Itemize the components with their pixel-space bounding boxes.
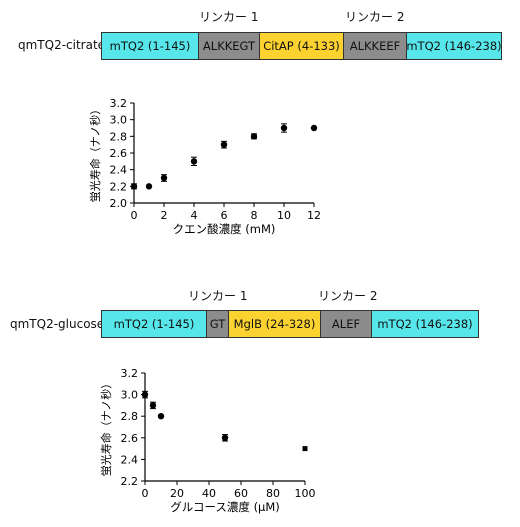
segment-mtq2-c: mTQ2 (146-238) bbox=[406, 32, 502, 60]
data-point bbox=[280, 124, 288, 132]
y-tick-label: 2.0 bbox=[110, 197, 128, 210]
y-tick-label: 2.8 bbox=[121, 410, 139, 423]
segment-citap: CitAP (4-133) bbox=[259, 32, 344, 60]
x-tick-label: 100 bbox=[295, 487, 316, 500]
x-tick-label: 4 bbox=[191, 209, 198, 222]
y-tick-label: 2.4 bbox=[110, 164, 128, 177]
x-tick-label: 80 bbox=[266, 487, 280, 500]
data-point bbox=[160, 174, 168, 182]
x-tick-label: 2 bbox=[161, 209, 168, 222]
linker-2-label-citrate: リンカー 2 bbox=[345, 10, 405, 24]
data-point bbox=[221, 434, 229, 441]
x-axis-label: クエン酸濃度 (mM) bbox=[173, 222, 276, 236]
x-tick-label: 10 bbox=[277, 209, 291, 222]
data-point bbox=[157, 413, 165, 420]
y-tick-label: 3.2 bbox=[121, 367, 139, 380]
y-tick-label: 2.6 bbox=[110, 147, 128, 160]
segment-linker-2: ALEF bbox=[320, 310, 372, 338]
y-tick-label: 2.8 bbox=[110, 130, 128, 143]
data-point bbox=[149, 402, 157, 409]
x-tick-label: 60 bbox=[234, 487, 248, 500]
x-tick-label: 12 bbox=[307, 209, 321, 222]
y-tick-label: 2.2 bbox=[121, 475, 139, 488]
glucose-chart: 0 20 40 60 80 100 2.2 2.4 2.6 2.8 3.0 3.2 グルコース濃度 (μ… bbox=[100, 367, 316, 514]
y-tick-label: 2.2 bbox=[110, 180, 128, 193]
y-tick-label: 2.6 bbox=[121, 432, 139, 445]
y-tick-label: 2.4 bbox=[121, 453, 139, 466]
linker-2-label-glucose: リンカー 2 bbox=[318, 289, 378, 303]
y-tick-label: 3.2 bbox=[110, 97, 128, 110]
data-point bbox=[220, 141, 228, 148]
x-tick-label: 20 bbox=[170, 487, 184, 500]
x-axis-label: グルコース濃度 (μM) bbox=[170, 500, 280, 514]
x-tick-label: 6 bbox=[221, 209, 228, 222]
x-tick-label: 8 bbox=[251, 209, 258, 222]
data-point bbox=[145, 183, 153, 190]
data-point bbox=[130, 183, 138, 190]
segment-linker-1: ALKKEGT bbox=[198, 32, 260, 60]
data-point bbox=[310, 124, 318, 132]
y-axis-label: 蛍光寿命（ナノ秒） bbox=[88, 104, 102, 202]
segment-mtq2-c: mTQ2 (146-238) bbox=[371, 310, 479, 338]
linker-1-label-glucose: リンカー 1 bbox=[188, 289, 248, 303]
y-axis-label: 蛍光寿命（ナノ秒） bbox=[100, 378, 113, 476]
segment-mtq2-n: mTQ2 (1-145) bbox=[101, 310, 207, 338]
data-point bbox=[250, 133, 258, 140]
x-tick-label: 0 bbox=[131, 209, 138, 222]
x-tick-label: 40 bbox=[202, 487, 216, 500]
construct-label-citrate: qmTQ2-citrate bbox=[18, 38, 106, 52]
data-point bbox=[141, 391, 149, 398]
segment-mtq2-n: mTQ2 (1-145) bbox=[101, 32, 199, 60]
segment-linker-2: ALKKEEF bbox=[343, 32, 407, 60]
data-point bbox=[190, 158, 198, 165]
segment-mglb: MglB (24-328) bbox=[228, 310, 321, 338]
data-point bbox=[302, 446, 308, 452]
citrate-chart: 0 2 4 6 8 10 12 2.0 2.2 2.4 2.6 2.8 3.0 3.2 クエン酸濃度 (mM… bbox=[88, 97, 321, 236]
y-tick-label: 3.0 bbox=[110, 114, 128, 127]
construct-label-glucose: qmTQ2-glucose bbox=[10, 317, 105, 331]
linker-1-label-citrate: リンカー 1 bbox=[199, 10, 259, 24]
x-tick-label: 0 bbox=[142, 487, 149, 500]
segment-linker-1: GT bbox=[206, 310, 229, 338]
y-tick-label: 3.0 bbox=[121, 389, 139, 402]
